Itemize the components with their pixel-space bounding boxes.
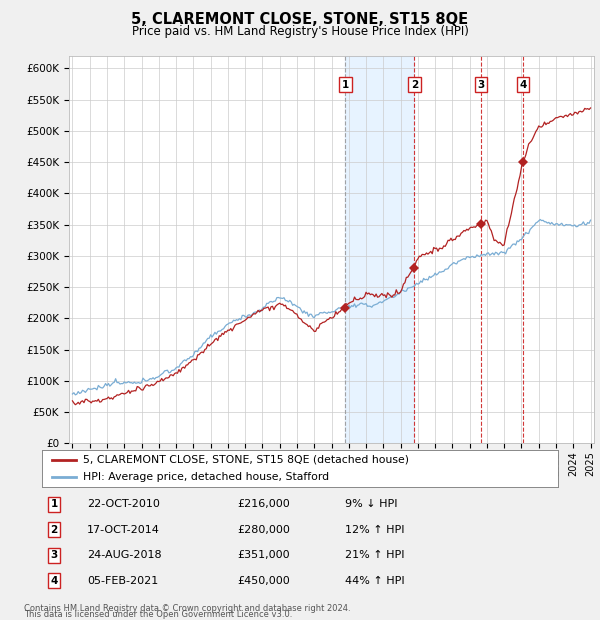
Text: 4: 4 <box>520 80 527 90</box>
Text: 5, CLAREMONT CLOSE, STONE, ST15 8QE (detached house): 5, CLAREMONT CLOSE, STONE, ST15 8QE (det… <box>83 454 409 464</box>
Text: Contains HM Land Registry data © Crown copyright and database right 2024.: Contains HM Land Registry data © Crown c… <box>24 603 350 613</box>
Text: 2: 2 <box>411 80 418 90</box>
Text: 44% ↑ HPI: 44% ↑ HPI <box>345 575 404 586</box>
Text: 21% ↑ HPI: 21% ↑ HPI <box>345 550 404 560</box>
Text: £280,000: £280,000 <box>237 525 290 535</box>
Text: 5, CLAREMONT CLOSE, STONE, ST15 8QE: 5, CLAREMONT CLOSE, STONE, ST15 8QE <box>131 12 469 27</box>
Text: £351,000: £351,000 <box>237 550 290 560</box>
Text: 24-AUG-2018: 24-AUG-2018 <box>87 550 161 560</box>
Text: 1: 1 <box>341 80 349 90</box>
Text: £216,000: £216,000 <box>237 499 290 510</box>
Text: 05-FEB-2021: 05-FEB-2021 <box>87 575 158 586</box>
Text: 17-OCT-2014: 17-OCT-2014 <box>87 525 160 535</box>
Text: 4: 4 <box>50 575 58 586</box>
Text: Price paid vs. HM Land Registry's House Price Index (HPI): Price paid vs. HM Land Registry's House … <box>131 25 469 38</box>
Text: 1: 1 <box>50 499 58 510</box>
Text: 9% ↓ HPI: 9% ↓ HPI <box>345 499 398 510</box>
Bar <box>346 56 415 443</box>
Text: 22-OCT-2010: 22-OCT-2010 <box>87 499 160 510</box>
Text: This data is licensed under the Open Government Licence v3.0.: This data is licensed under the Open Gov… <box>24 609 292 619</box>
Text: 2: 2 <box>50 525 58 535</box>
Text: £450,000: £450,000 <box>237 575 290 586</box>
Text: 3: 3 <box>477 80 485 90</box>
Text: 12% ↑ HPI: 12% ↑ HPI <box>345 525 404 535</box>
Text: 3: 3 <box>50 550 58 560</box>
Text: HPI: Average price, detached house, Stafford: HPI: Average price, detached house, Staf… <box>83 472 329 482</box>
